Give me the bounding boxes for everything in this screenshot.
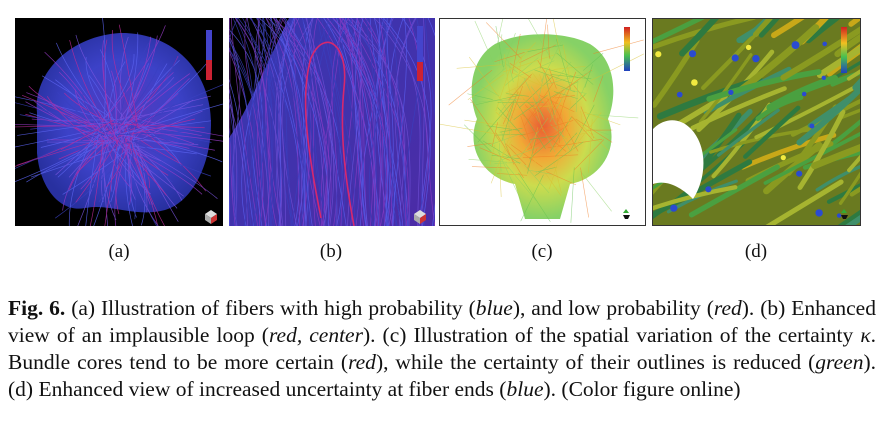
- caption-part: ). (Color figure online): [543, 377, 741, 401]
- caption-part: red: [348, 350, 376, 374]
- orientation-cube-icon: [205, 210, 217, 224]
- panel-b-image: [229, 18, 435, 226]
- fiber-tractography-b: [229, 18, 435, 226]
- fiber-uncertainty-d: [653, 19, 860, 225]
- caption-part: ), while the certainty of their outlines…: [375, 350, 816, 374]
- caption-part: red, center: [268, 323, 363, 347]
- caption-part: (a) Illustration of fibers with high pro…: [65, 296, 476, 320]
- caption-part: ). (c) Illustration of the spatial varia…: [362, 323, 861, 347]
- panel-a-label: (a): [108, 241, 130, 262]
- fiber-tractography-a: [15, 18, 223, 226]
- caption-part: ). (b) Enhanced view of an implausible l…: [8, 296, 876, 347]
- panel-c-label: (c): [531, 241, 553, 262]
- figure-number: Fig. 6.: [8, 296, 66, 320]
- caption-part: blue: [506, 377, 544, 401]
- panel-c-image: [439, 18, 646, 226]
- caption-part: red: [713, 296, 742, 320]
- caption-part: ), and low probability (: [512, 296, 714, 320]
- orientation-icon: [841, 209, 848, 219]
- figure-caption: Fig. 6. (a) Illustration of fibers with …: [8, 295, 876, 403]
- panel-d-label: (d): [744, 241, 768, 262]
- panel-a-image: [15, 18, 223, 226]
- orientation-cube-icon: [414, 210, 426, 224]
- caption-part: . Bundle cores tend to be more certain (: [8, 323, 877, 374]
- panel-d-image: [652, 18, 861, 226]
- panel-b-label: (b): [319, 241, 343, 262]
- caption-part: ). (d) Enhanced view of increased uncert…: [8, 350, 876, 401]
- orientation-icon: [623, 209, 630, 219]
- caption-part: blue: [475, 296, 513, 320]
- caption-text: (a) Illustration of fibers with high pro…: [8, 296, 876, 401]
- caption-part: κ: [860, 323, 871, 347]
- certainty-heatmap-c: [440, 19, 644, 223]
- caption-part: green: [815, 350, 864, 374]
